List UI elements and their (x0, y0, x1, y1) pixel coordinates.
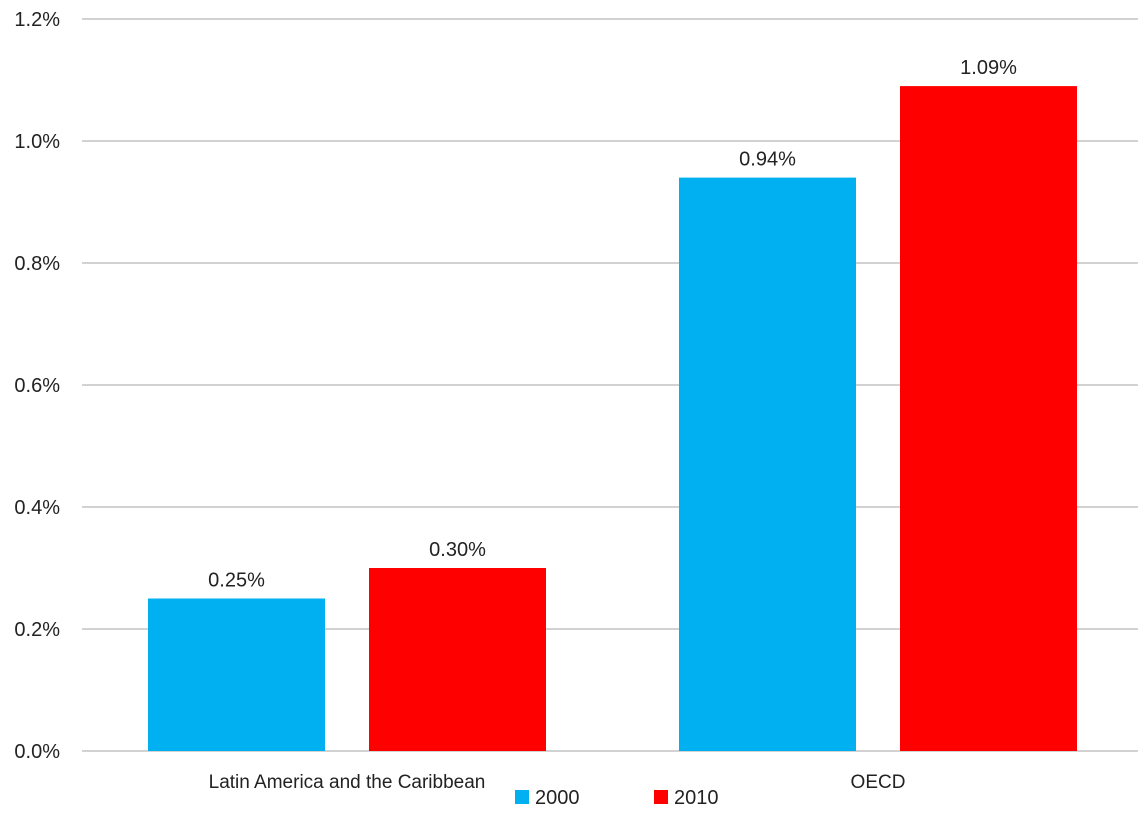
bar-2000 (148, 598, 325, 751)
x-category-label: Latin America and the Caribbean (209, 772, 486, 793)
bar-2010 (369, 568, 546, 751)
y-tick-label: 0.8% (14, 253, 60, 275)
bar-2010 (900, 86, 1077, 752)
legend-label-2000: 2000 (535, 787, 580, 809)
data-labels: 0.25% 0.30% 0.94% 1.09% (208, 57, 1017, 591)
bars (148, 86, 1077, 752)
y-tick-label: 0.0% (14, 741, 60, 763)
data-label: 1.09% (960, 57, 1017, 79)
data-label: 0.25% (208, 570, 265, 592)
data-label: 0.94% (739, 149, 796, 171)
y-tick-label: 1.2% (14, 9, 60, 31)
y-tick-label: 0.4% (14, 497, 60, 519)
legend-swatch-2010 (654, 790, 668, 804)
y-tick-label: 0.6% (14, 375, 60, 397)
y-axis-tick-labels: 0.0% 0.2% 0.4% 0.6% 0.8% 1.0% 1.2% (14, 9, 60, 763)
y-tick-label: 1.0% (14, 131, 60, 153)
legend: 2000 2010 (515, 787, 719, 809)
legend-label-2010: 2010 (674, 787, 719, 809)
x-category-label: OECD (851, 772, 906, 793)
x-axis-category-labels: Latin America and the Caribbean OECD (209, 772, 906, 793)
bar-2000 (679, 177, 856, 752)
legend-swatch-2000 (515, 790, 529, 804)
y-tick-label: 0.2% (14, 619, 60, 641)
data-label: 0.30% (429, 539, 486, 561)
